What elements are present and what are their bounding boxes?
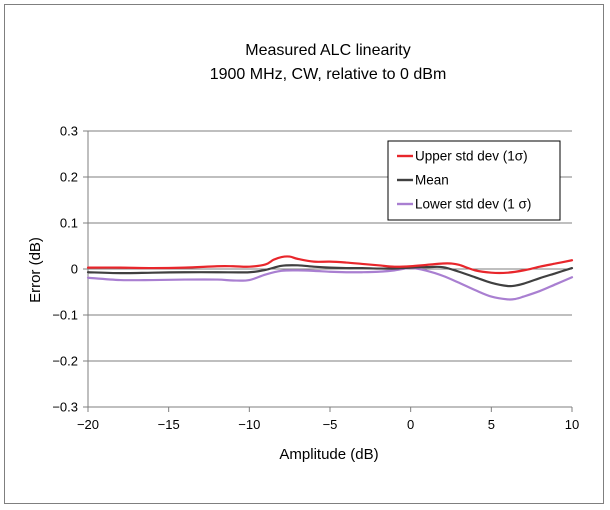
y-tick-labels: −0.3 −0.2 −0.1 0 0.1 0.2 0.3 [52,124,78,415]
y-axis-title: Error (dB) [27,237,44,303]
legend-label-1: Mean [415,173,449,188]
x-tick-label-6: 10 [565,417,579,432]
legend-label-2: Lower std dev (1 σ) [415,197,531,212]
y-tick-label-4: 0.1 [60,216,78,231]
y-tick-label-5: 0.2 [60,170,78,185]
x-tick-label-2: −10 [238,417,260,432]
chart-frame [4,4,604,504]
axes [83,130,573,412]
x-tick-label-0: −20 [77,417,99,432]
x-tick-label-4: 0 [407,417,414,432]
y-tick-label-6: 0.3 [60,124,78,139]
legend-label-0: Upper std dev (1σ) [415,149,528,164]
series-line-1 [86,264,574,288]
x-tick-label-1: −15 [158,417,180,432]
y-tick-label-3: 0 [71,262,78,277]
legend-box [387,140,561,221]
legend: Upper std dev (1σ) Mean Lower std dev (1 σ… [387,140,561,221]
y-tick-label-2: −0.1 [52,308,78,323]
chart-title-line-1: Measured ALC linearity [245,42,410,59]
series-lines [86,255,574,301]
chart-title-line-2: 1900 MHz, CW, relative to 0 dBm [210,66,447,83]
x-tick-label-3: −5 [323,417,338,432]
x-tick-labels: −20 −15 −10 −5 0 5 10 [77,417,579,432]
series-line-0 [86,255,574,275]
x-tick-label-5: 5 [488,417,495,432]
x-axis-title: Amplitude (dB) [279,446,378,463]
y-tick-label-1: −0.2 [52,354,78,369]
series-line-2 [86,266,574,301]
y-tick-label-0: −0.3 [52,400,78,415]
